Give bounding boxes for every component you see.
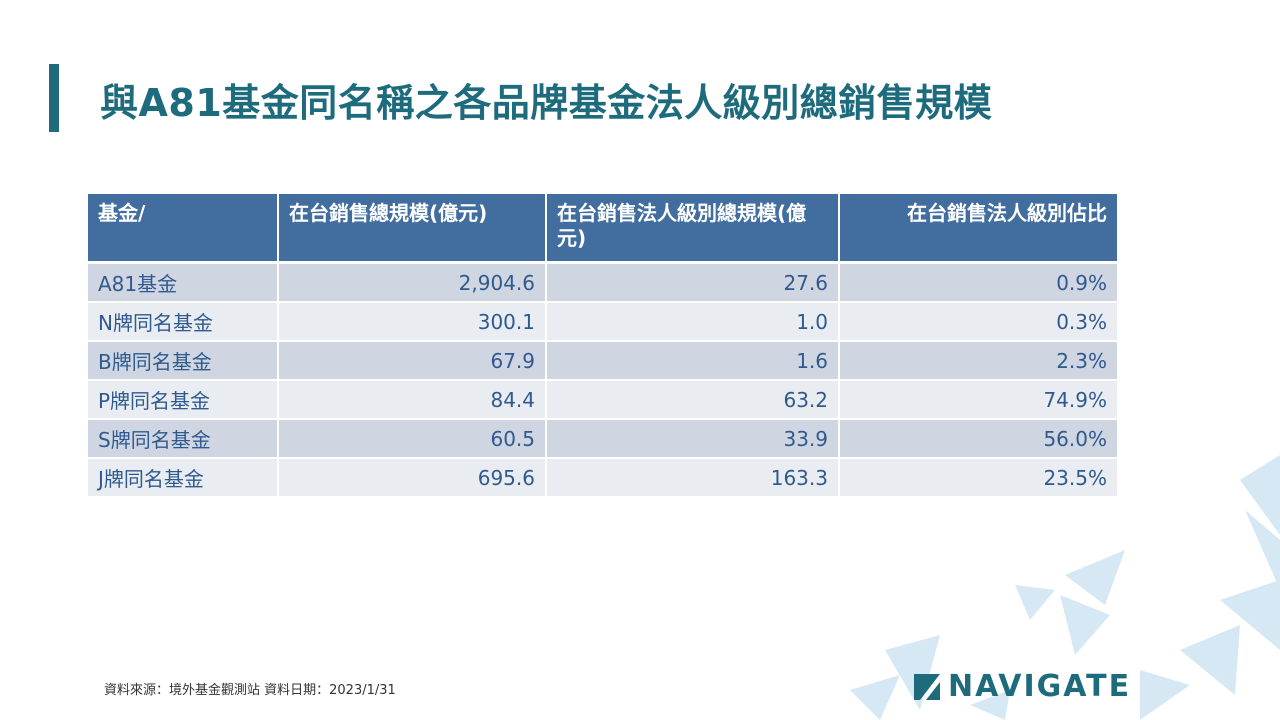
institutional-size-cell: 1.0 xyxy=(546,302,840,342)
sales-table: 基金/ 在台銷售總規模(億元) 在台銷售法人級別總規模(億元) 在台銷售法人級別… xyxy=(88,194,1117,498)
table-row: B牌同名基金 67.9 1.6 2.3% xyxy=(88,341,1117,381)
fund-name-cell: A81基金 xyxy=(88,262,279,303)
header-total-size: 在台銷售總規模(億元) xyxy=(278,194,547,264)
source-note: 資料來源：境外基金觀測站 資料日期：2023/1/31 xyxy=(104,683,396,698)
institutional-share-cell: 56.0% xyxy=(839,419,1117,459)
institutional-share-cell: 74.9% xyxy=(839,380,1117,420)
institutional-share-cell: 23.5% xyxy=(839,458,1117,498)
total-size-cell: 2,904.6 xyxy=(278,262,547,303)
fund-name-cell: N牌同名基金 xyxy=(88,302,279,342)
institutional-size-cell: 63.2 xyxy=(546,380,840,420)
institutional-size-cell: 1.6 xyxy=(546,341,840,381)
header-institutional-share: 在台銷售法人級別佔比 xyxy=(839,194,1117,264)
total-size-cell: 84.4 xyxy=(278,380,547,420)
institutional-share-cell: 0.3% xyxy=(839,302,1117,342)
institutional-share-cell: 0.9% xyxy=(839,262,1117,303)
page-title: 與A81基金同名稱之各品牌基金法人級別總銷售規模 xyxy=(100,81,993,125)
header-institutional-size: 在台銷售法人級別總規模(億元) xyxy=(546,194,840,264)
navigate-logo: NAVIGATE xyxy=(912,670,1131,704)
fund-name-cell: S牌同名基金 xyxy=(88,419,279,459)
table-row: P牌同名基金 84.4 63.2 74.9% xyxy=(88,380,1117,420)
decorative-background-shapes xyxy=(850,455,1280,720)
title-accent-bar xyxy=(49,64,59,132)
total-size-cell: 60.5 xyxy=(278,419,547,459)
institutional-share-cell: 2.3% xyxy=(839,341,1117,381)
logo-text: NAVIGATE xyxy=(948,669,1132,704)
table-row: N牌同名基金 300.1 1.0 0.3% xyxy=(88,302,1117,342)
table-row: J牌同名基金 695.6 163.3 23.5% xyxy=(88,458,1117,498)
institutional-size-cell: 163.3 xyxy=(546,458,840,498)
total-size-cell: 67.9 xyxy=(278,341,547,381)
table-row: S牌同名基金 60.5 33.9 56.0% xyxy=(88,419,1117,459)
table-row: A81基金 2,904.6 27.6 0.9% xyxy=(88,262,1117,303)
total-size-cell: 695.6 xyxy=(278,458,547,498)
header-fund: 基金/ xyxy=(88,194,279,264)
institutional-size-cell: 33.9 xyxy=(546,419,840,459)
navigate-sail-icon xyxy=(914,674,940,700)
table-header-row: 基金/ 在台銷售總規模(億元) 在台銷售法人級別總規模(億元) 在台銷售法人級別… xyxy=(88,194,1117,264)
fund-name-cell: B牌同名基金 xyxy=(88,341,279,381)
fund-name-cell: J牌同名基金 xyxy=(88,458,279,498)
institutional-size-cell: 27.6 xyxy=(546,262,840,303)
fund-name-cell: P牌同名基金 xyxy=(88,380,279,420)
total-size-cell: 300.1 xyxy=(278,302,547,342)
